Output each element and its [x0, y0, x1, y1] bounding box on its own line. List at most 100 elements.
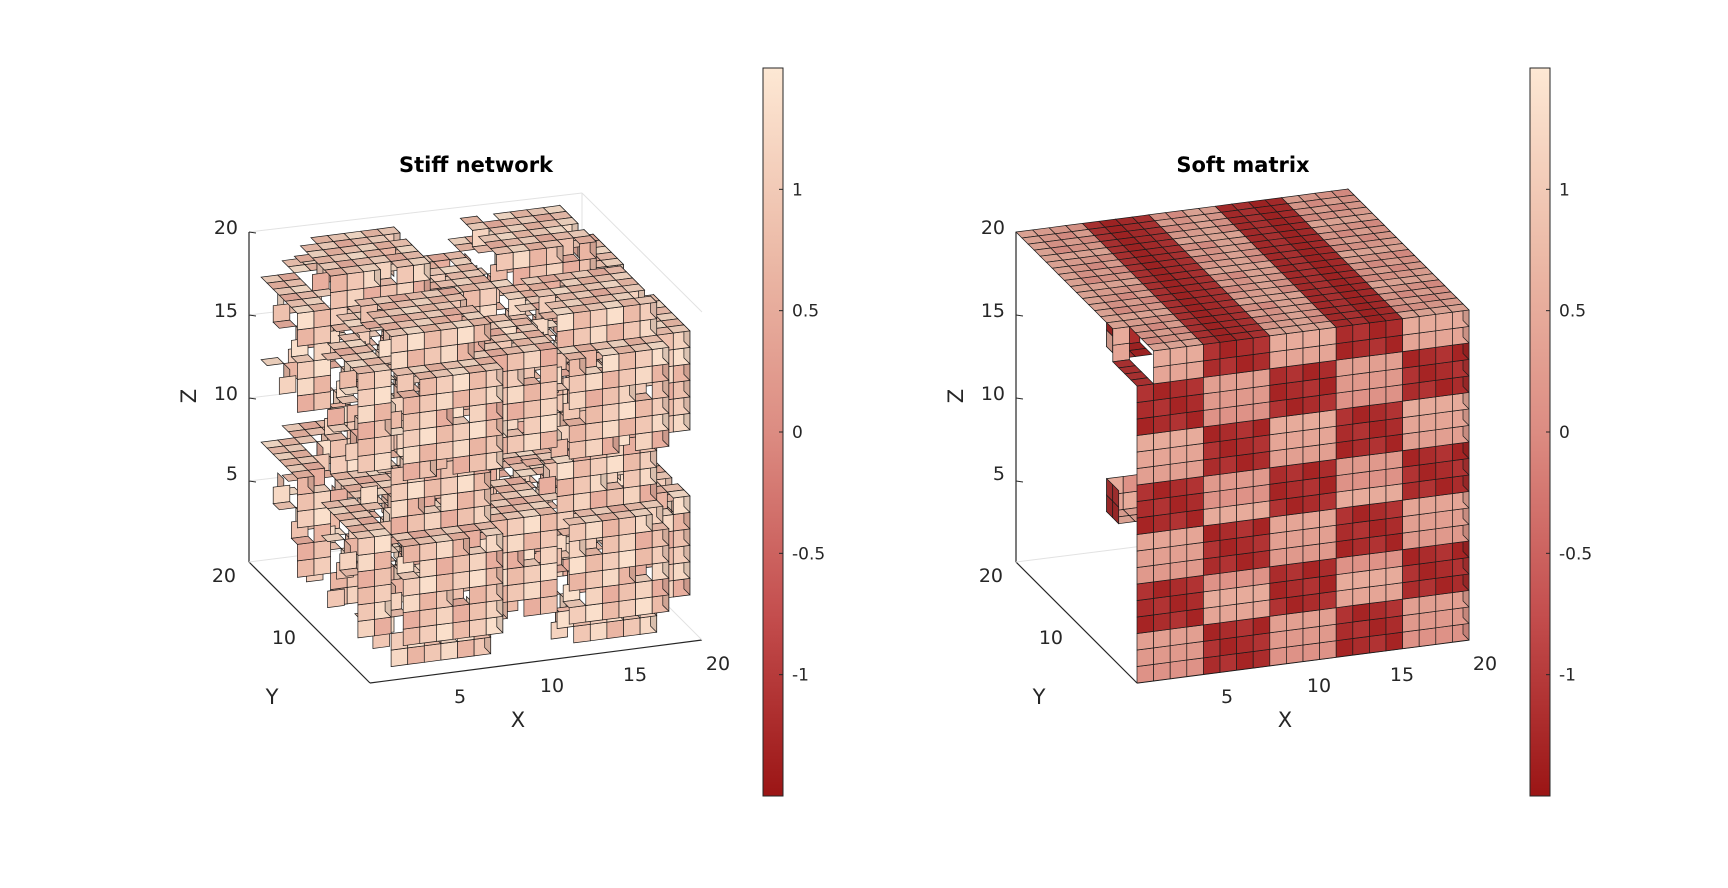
voxel-front-face — [1319, 458, 1337, 479]
voxel-front-face — [568, 522, 587, 543]
voxel-front-face — [1286, 479, 1304, 499]
voxel-front-face — [1402, 464, 1420, 484]
voxel-front-face — [402, 577, 421, 597]
voxel-front-face — [1169, 445, 1188, 465]
voxel-front-face — [297, 393, 315, 413]
voxel-front-face — [1169, 610, 1188, 630]
voxel-front-face — [1385, 384, 1403, 404]
voxel-front-face — [1252, 549, 1271, 570]
voxel-front-face — [585, 586, 603, 606]
voxel-front-face — [1402, 580, 1420, 600]
voxel-front-face — [457, 639, 475, 659]
voxel-front-face — [1252, 417, 1271, 438]
voxel-top-face — [326, 423, 352, 433]
voxel-front-face — [346, 271, 365, 291]
voxel-top-face — [367, 363, 392, 373]
z-axis-ticks — [1015, 231, 1024, 483]
voxel-front-face — [1385, 433, 1403, 454]
voxel-front-face — [1286, 331, 1304, 351]
voxel-front-face — [330, 273, 348, 293]
voxel-front-face — [1418, 478, 1437, 499]
voxel-front-face — [1435, 526, 1453, 546]
voxel-front-face — [523, 432, 541, 452]
voxel-front-face — [1186, 608, 1204, 628]
voxel-front-face — [1236, 387, 1254, 407]
voxel-front-face — [585, 421, 603, 441]
voxel-front-face — [1252, 335, 1271, 355]
voxel-front-face — [1335, 390, 1354, 411]
voxel-front-face — [1385, 631, 1403, 652]
voxel-front-face — [1302, 642, 1320, 662]
voxel-front-face — [1136, 482, 1154, 502]
voxel-front-face — [1369, 320, 1387, 340]
voxel-front-face — [1352, 520, 1370, 540]
voxel-front-face — [390, 647, 409, 667]
voxel-front-face — [1153, 595, 1171, 616]
voxel-front-face — [635, 530, 653, 550]
voxel-front-face — [419, 624, 437, 644]
voxel-front-face — [1286, 578, 1304, 598]
voxel-front-face — [1352, 619, 1370, 639]
voxel-front-face — [1319, 491, 1337, 512]
voxel-front-face — [374, 385, 392, 406]
voxel-front-face — [396, 265, 414, 285]
voxel-front-face — [1252, 483, 1271, 504]
voxel-front-face — [1236, 436, 1254, 456]
voxel-front-face — [540, 347, 558, 368]
voxel-front-face — [1418, 346, 1437, 367]
voxel-front-face — [1335, 621, 1354, 642]
voxel-front-face — [1236, 486, 1254, 506]
voxel-front-face — [568, 605, 587, 625]
voxel-top-face — [599, 257, 625, 267]
voxel-front-face — [1435, 625, 1453, 645]
voxel-front-face — [1236, 420, 1254, 440]
voxel-front-face — [1435, 311, 1453, 332]
voxel-front-face — [1269, 366, 1287, 386]
voxel-top-face — [323, 432, 348, 442]
voxel-front-face — [313, 556, 331, 576]
voxel-front-face — [1402, 629, 1420, 649]
voxel-front-face — [618, 367, 636, 388]
z-tick-label: 10 — [981, 383, 1005, 405]
voxel-front-face — [1136, 400, 1154, 420]
voxel-top-face — [272, 501, 297, 511]
voxel-front-face — [573, 458, 591, 479]
voxel-front-face — [1203, 374, 1221, 395]
voxel-front-face — [1369, 534, 1387, 555]
voxel-front-face — [457, 474, 475, 494]
voxel-front-face — [1136, 664, 1154, 684]
voxel-front-face — [402, 412, 421, 432]
voxel-front-face — [1112, 342, 1130, 363]
voxel-front-face — [1385, 466, 1403, 487]
voxel-front-face — [440, 327, 458, 347]
voxel-front-face — [1269, 580, 1287, 601]
voxel-front-face — [1269, 597, 1287, 617]
voxel-front-face — [1319, 557, 1337, 578]
voxel-front-face — [623, 452, 641, 472]
voxel-front-face — [330, 455, 348, 475]
voxel-top-face — [301, 461, 326, 471]
voxel-front-face — [1203, 506, 1221, 527]
voxel-front-face — [589, 489, 608, 510]
voxel-front-face — [1286, 397, 1304, 417]
voxel-front-face — [623, 617, 641, 637]
voxel-structure — [1015, 188, 1470, 684]
voxel-front-face — [1269, 465, 1287, 485]
voxel-front-face — [440, 492, 458, 512]
voxel-front-face — [374, 435, 392, 455]
voxel-front-face — [272, 303, 291, 323]
colorbar-tick-label: -0.5 — [792, 544, 825, 564]
voxel-front-face — [313, 358, 331, 378]
voxel-front-face — [1136, 548, 1154, 568]
voxel-front-face — [297, 541, 315, 562]
voxel-front-face — [1319, 524, 1337, 545]
voxel-front-face — [1435, 542, 1453, 563]
voxel-top-face — [520, 457, 545, 467]
voxel-front-face — [1369, 518, 1387, 538]
voxel-front-face — [402, 593, 421, 614]
voxel-front-face — [1418, 610, 1437, 631]
voxel-front-face — [602, 402, 620, 423]
voxel-front-face — [1252, 467, 1271, 487]
voxel-front-face — [618, 582, 636, 602]
voxel-front-face — [1169, 362, 1188, 383]
